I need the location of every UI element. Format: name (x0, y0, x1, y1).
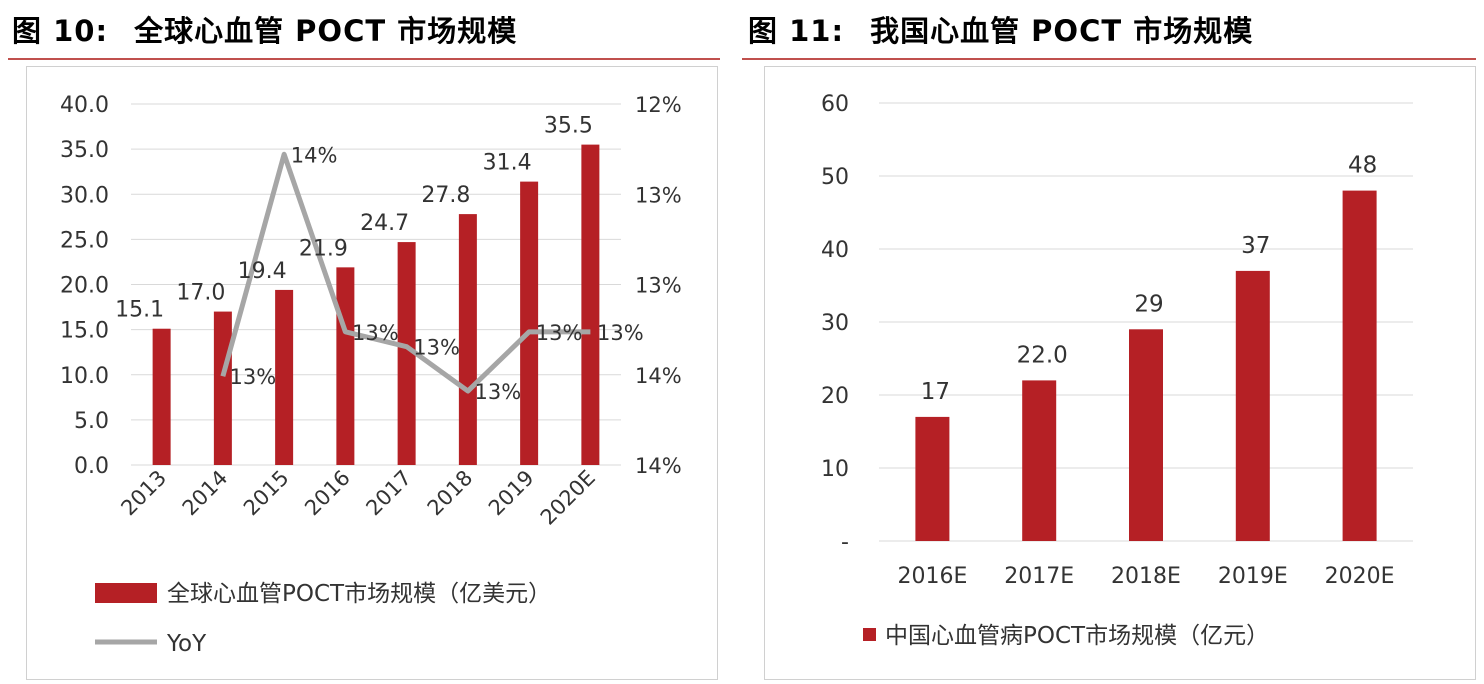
y-tick-label: 25.0 (60, 228, 109, 253)
y-tick-label: 5.0 (74, 409, 109, 434)
y2-tick-label: 13% (635, 274, 682, 298)
figure-11-chart: - 10 20 30 40 50 60 17 22.0 29 37 48 2016E 2017E 2018E… (821, 92, 1413, 649)
y-tick-label: 30.0 (60, 183, 109, 208)
bar-value-label: 48 (1348, 153, 1377, 179)
bar (1129, 329, 1163, 541)
bar (581, 144, 600, 466)
y-tick-label: 40 (821, 238, 849, 263)
x-tick-label: 2016E (897, 564, 967, 589)
figure-10-title-rule (8, 58, 720, 60)
figure-10-chart: 0.0 5.0 10.0 15.0 20.0 25.0 30.0 35.0 40.0 12% 13%… (60, 93, 682, 657)
legend-bar-swatch (863, 628, 876, 641)
legend-bar-label: 全球心血管POCT市场规模（亿美元） (167, 581, 551, 607)
bar (915, 416, 950, 541)
x-tick-label: 2015 (239, 466, 294, 521)
legend-bar-swatch (95, 583, 157, 603)
bar-value-label: 35.5 (544, 114, 593, 139)
y2-tick-label: 12% (635, 93, 682, 117)
bar-value-label: 21.9 (299, 236, 348, 261)
y-tick-label: 35.0 (60, 138, 109, 163)
y-tick-label: 50 (821, 165, 849, 190)
y-tick-label: - (841, 530, 849, 555)
x-tick-label: 2019E (1218, 564, 1288, 589)
y2-tick-label: 13% (635, 183, 682, 207)
bar-value-label: 19.4 (238, 259, 287, 284)
figure-10-chart-frame: 0.0 5.0 10.0 15.0 20.0 25.0 30.0 35.0 40.0 12% 13%… (26, 66, 718, 680)
bar-value-label: 15.1 (115, 298, 164, 323)
x-tick-label: 2018 (423, 466, 478, 521)
y2-tick-label: 14% (635, 454, 682, 478)
figure-11-title-rule (742, 58, 1476, 60)
bar (1235, 270, 1270, 541)
y-tick-label: 15.0 (60, 319, 109, 344)
bar (458, 214, 477, 465)
figure-11-title: 图 11: 我国心血管 POCT 市场规模 (748, 8, 1253, 50)
figure-11-title-text: 我国心血管 POCT 市场规模 (870, 14, 1254, 48)
y-tick-label: 20.0 (60, 274, 109, 299)
bar (152, 328, 171, 465)
bar (397, 242, 416, 465)
yoy-value-label: 13% (597, 321, 644, 345)
y-tick-label: 20 (821, 384, 849, 409)
yoy-value-label: 13% (352, 321, 399, 345)
y-tick-label: 10.0 (60, 364, 109, 389)
bar (275, 289, 294, 465)
bar-value-label: 24.7 (360, 211, 409, 236)
bar-value-label: 37 (1241, 233, 1270, 259)
y-tick-label: 40.0 (60, 93, 109, 118)
y-tick-label: 10 (821, 457, 849, 482)
x-tick-label: 2020E (536, 466, 600, 530)
figure-10-title-text: 全球心血管 POCT 市场规模 (134, 14, 518, 48)
bar-value-label: 31.4 (483, 151, 532, 176)
yoy-value-label: 13% (413, 336, 460, 360)
bar-value-label: 27.8 (421, 183, 470, 208)
bar-value-label: 17.0 (176, 281, 225, 306)
yoy-value-label: 13% (475, 380, 522, 404)
x-tick-label: 2020E (1325, 564, 1395, 589)
x-tick-label: 2017E (1004, 564, 1074, 589)
yoy-value-label: 13% (536, 321, 583, 345)
x-tick-label: 2018E (1111, 564, 1181, 589)
x-tick-label: 2019 (484, 466, 539, 521)
figure-11-chart-frame: - 10 20 30 40 50 60 17 22.0 29 37 48 2016E 2017E 2018E… (764, 66, 1476, 680)
figure-11-number: 图 11: (748, 14, 845, 48)
figure-10-number: 图 10: (12, 14, 109, 48)
y2-tick-label: 14% (635, 364, 682, 388)
x-tick-label: 2016 (300, 466, 355, 521)
yoy-value-label: 14% (291, 143, 338, 167)
bar (1342, 190, 1377, 541)
bar-value-label: 22.0 (1017, 342, 1068, 368)
y-tick-label: 30 (821, 311, 849, 336)
y-tick-label: 0.0 (74, 454, 109, 479)
figure-10-title: 图 10: 全球心血管 POCT 市场规模 (12, 8, 517, 50)
bar-value-label: 29 (1134, 291, 1163, 317)
bar (336, 267, 355, 465)
bar (1022, 380, 1057, 541)
legend-line-label: YoY (166, 631, 207, 657)
bar (213, 311, 232, 465)
yoy-value-label: 13% (230, 365, 277, 389)
x-tick-label: 2014 (178, 466, 233, 521)
y-tick-label: 60 (821, 92, 849, 117)
legend-bar-label: 中国心血管病POCT市场规模（亿元） (885, 623, 1269, 649)
bar-value-label: 17 (921, 379, 950, 405)
x-tick-label: 2017 (361, 466, 416, 521)
bar (520, 181, 539, 465)
x-tick-label: 2013 (116, 466, 171, 521)
